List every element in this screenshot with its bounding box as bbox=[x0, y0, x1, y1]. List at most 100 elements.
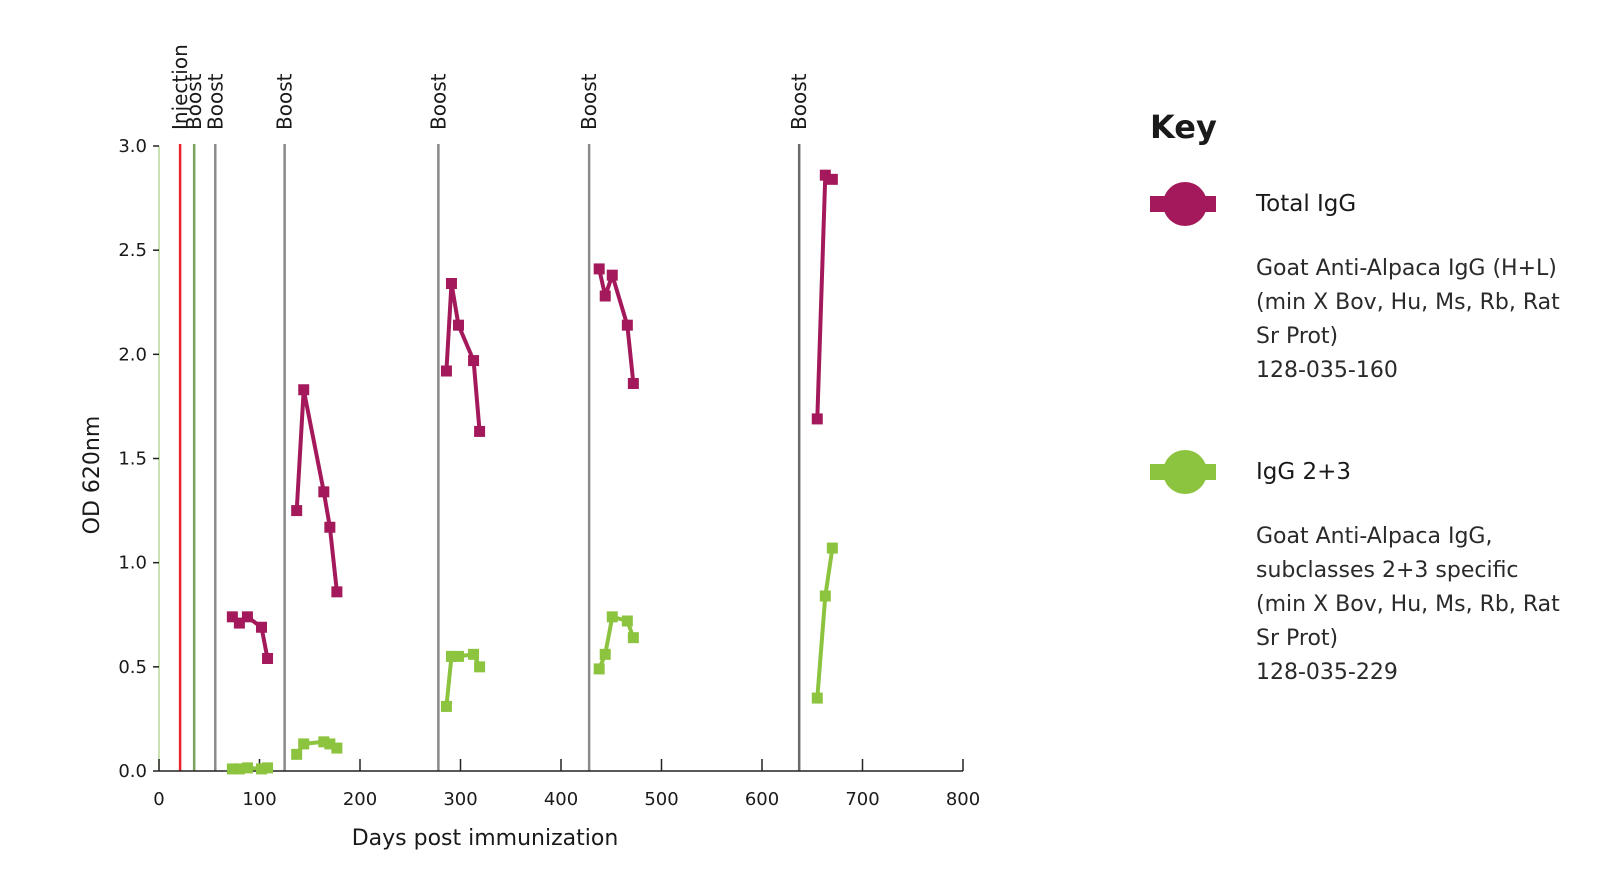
x-axis-title: Days post immunization bbox=[352, 826, 619, 851]
x-tick-label: 400 bbox=[544, 789, 578, 810]
legend-description: Goat Anti-Alpaca IgG, subclasses 2+3 spe… bbox=[1256, 520, 1590, 690]
legend-description-line: Goat Anti-Alpaca IgG (H+L) bbox=[1256, 256, 1557, 281]
legend: Key Total IgG Goat Anti-Alpaca IgG (H+L)… bbox=[1150, 108, 1590, 690]
legend-description-line: Goat Anti-Alpaca IgG, bbox=[1256, 524, 1493, 549]
data-point bbox=[606, 611, 618, 623]
data-point bbox=[826, 173, 838, 185]
data-point bbox=[621, 615, 633, 627]
data-point bbox=[474, 425, 486, 437]
legend-swatch-total-igg bbox=[1150, 180, 1216, 228]
data-point bbox=[621, 319, 633, 331]
data-point bbox=[599, 648, 611, 660]
legend-title: Key bbox=[1150, 108, 1217, 146]
data-point bbox=[318, 486, 330, 498]
data-point bbox=[474, 661, 486, 673]
data-point bbox=[298, 384, 310, 396]
series-igg-2-3 bbox=[226, 542, 838, 775]
legend-swatch-igg-2-3 bbox=[1150, 448, 1216, 496]
data-point bbox=[262, 762, 274, 774]
data-point bbox=[811, 692, 823, 704]
x-tick-label: 800 bbox=[946, 789, 980, 810]
data-point bbox=[452, 319, 464, 331]
data-point bbox=[627, 632, 639, 644]
y-tick-label: 2.0 bbox=[118, 344, 147, 365]
x-tick-label: 100 bbox=[242, 789, 276, 810]
event-label: Boost bbox=[203, 73, 227, 130]
data-point bbox=[241, 762, 253, 774]
data-point bbox=[627, 378, 639, 389]
y-tick-label: 1.0 bbox=[118, 553, 147, 574]
legend-description-line: (min X Bov, Hu, Ms, Rb, Rat bbox=[1256, 290, 1560, 315]
data-point bbox=[452, 650, 464, 662]
legend-description: Goat Anti-Alpaca IgG (H+L) (min X Bov, H… bbox=[1256, 252, 1590, 388]
legend-description-line: Sr Prot) bbox=[1256, 324, 1339, 349]
data-point bbox=[233, 763, 245, 775]
data-point bbox=[256, 763, 268, 775]
legend-item-total-igg: Total IgG Goat Anti-Alpaca IgG (H+L) (mi… bbox=[1150, 176, 1590, 388]
data-point bbox=[318, 736, 330, 748]
legend-item-igg-2-3: IgG 2+3 Goat Anti-Alpaca IgG, subclasses… bbox=[1150, 444, 1590, 690]
x-tick-label: 600 bbox=[745, 789, 779, 810]
axes: 0.0 0.5 1.0 1.5 2.0 2.5 3.0 0 100 200 300 400 500 600… bbox=[118, 136, 980, 810]
data-point bbox=[593, 663, 605, 675]
legend-swatch-dot bbox=[1163, 450, 1207, 494]
legend-description-line: Sr Prot) bbox=[1256, 626, 1339, 651]
event-label: Boost bbox=[273, 73, 297, 130]
data-point bbox=[324, 738, 336, 750]
data-point bbox=[262, 653, 274, 664]
x-tick-label: 700 bbox=[845, 789, 879, 810]
y-tick-label: 0.5 bbox=[118, 657, 147, 678]
data-point bbox=[226, 611, 238, 623]
data-point bbox=[826, 542, 838, 554]
data-point bbox=[298, 738, 310, 750]
data-point bbox=[468, 355, 480, 367]
data-point bbox=[445, 650, 457, 662]
data-point bbox=[599, 290, 611, 302]
data-point bbox=[819, 590, 831, 602]
data-point bbox=[256, 621, 268, 633]
data-point bbox=[819, 169, 831, 181]
legend-label: IgG 2+3 bbox=[1256, 459, 1352, 485]
data-point bbox=[331, 742, 343, 754]
data-point bbox=[440, 700, 452, 712]
data-point bbox=[606, 269, 618, 281]
series-line bbox=[815, 546, 835, 701]
legend-description-line: subclasses 2+3 specific bbox=[1256, 558, 1519, 583]
data-point bbox=[291, 748, 303, 760]
y-tick-label: 0.0 bbox=[118, 761, 147, 782]
event-label: Boost bbox=[426, 73, 450, 130]
data-point bbox=[226, 763, 238, 775]
legend-description-line: 128-035-229 bbox=[1256, 660, 1398, 685]
y-axis-title: OD 620nm bbox=[80, 416, 105, 535]
data-point bbox=[445, 278, 457, 289]
data-point bbox=[324, 521, 336, 533]
legend-description-line: (min X Bov, Hu, Ms, Rb, Rat bbox=[1256, 592, 1560, 617]
event-label: Boost bbox=[577, 73, 601, 130]
data-point bbox=[593, 263, 605, 275]
series-line bbox=[815, 173, 835, 421]
data-point bbox=[331, 586, 343, 598]
legend-label: Total IgG bbox=[1256, 191, 1357, 217]
x-tick-label: 500 bbox=[644, 789, 678, 810]
x-tick-label: 300 bbox=[443, 789, 477, 810]
y-tick-label: 1.5 bbox=[118, 449, 147, 470]
data-point bbox=[291, 505, 303, 517]
x-tick-label: 0 bbox=[153, 789, 164, 810]
data-point bbox=[233, 617, 245, 629]
data-point bbox=[468, 648, 480, 660]
data-point bbox=[440, 365, 452, 377]
series-line bbox=[294, 387, 339, 594]
event-label: Boost bbox=[787, 73, 811, 130]
legend-swatch-dot bbox=[1163, 182, 1207, 226]
data-point bbox=[241, 611, 253, 623]
x-tick-label: 200 bbox=[343, 789, 377, 810]
y-tick-label: 2.5 bbox=[118, 240, 147, 261]
y-tick-label: 3.0 bbox=[118, 136, 147, 157]
data-point bbox=[811, 413, 823, 425]
series-total-igg bbox=[226, 169, 838, 664]
data-series bbox=[226, 169, 838, 775]
event-label: Boost bbox=[182, 73, 206, 130]
legend-description-line: 128-035-160 bbox=[1256, 358, 1398, 383]
